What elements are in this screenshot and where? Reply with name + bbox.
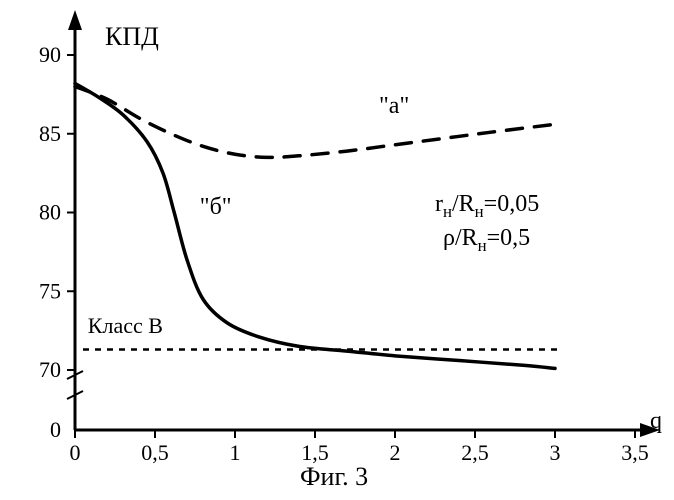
svg-text:0,5: 0,5 — [141, 440, 169, 465]
svg-text:2: 2 — [390, 440, 401, 465]
series-a-label: "а" — [379, 93, 409, 120]
svg-text:75: 75 — [39, 278, 61, 303]
svg-text:1: 1 — [230, 440, 241, 465]
svg-text:0: 0 — [50, 417, 61, 442]
svg-text:3: 3 — [550, 440, 561, 465]
figure-caption: Фиг. 3 — [300, 462, 368, 492]
svg-text:3,5: 3,5 — [621, 440, 649, 465]
svg-text:80: 80 — [39, 200, 61, 225]
svg-text:0: 0 — [70, 440, 81, 465]
svg-text:90: 90 — [39, 42, 61, 67]
svg-text:70: 70 — [39, 357, 61, 382]
x-axis-label: q — [650, 408, 662, 435]
class-b-label: Класс В — [88, 313, 163, 339]
series-b-label: "б" — [200, 194, 232, 221]
svg-text:2,5: 2,5 — [461, 440, 489, 465]
svg-text:85: 85 — [39, 121, 61, 146]
annotation-ratio1: rн/Rн=0,05 — [435, 191, 539, 222]
annotation-ratio2: ρ/Rн=0,5 — [443, 225, 530, 256]
y-axis-label: КПД — [105, 22, 159, 52]
